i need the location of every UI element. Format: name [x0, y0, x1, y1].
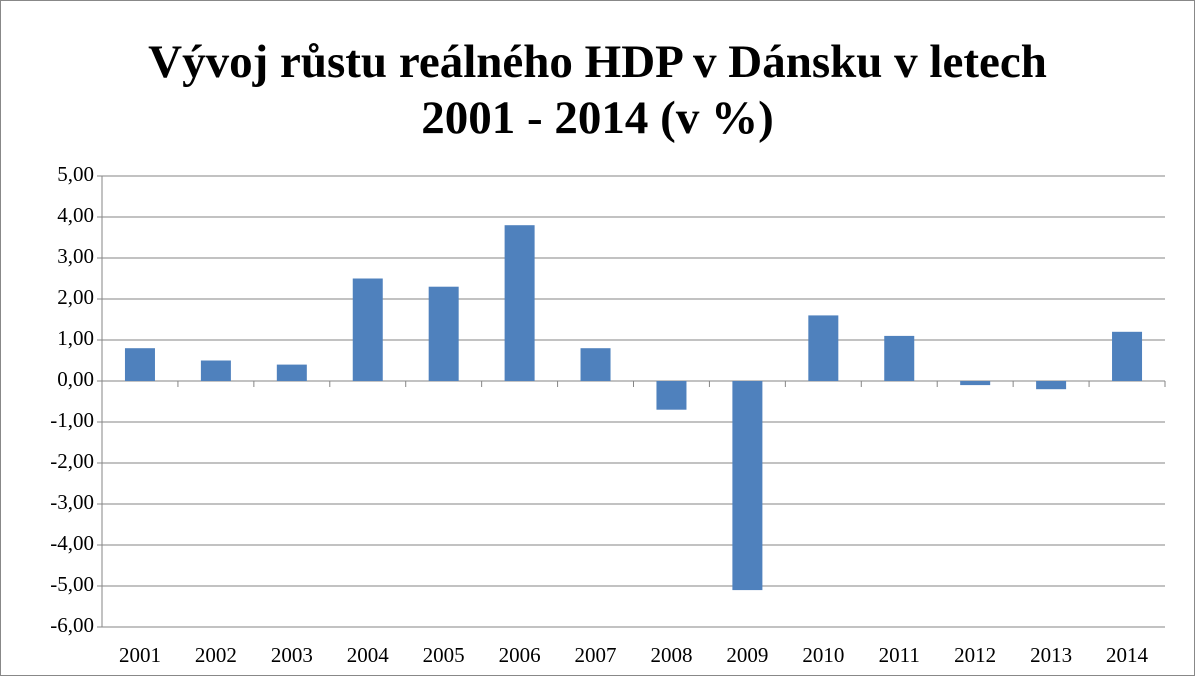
y-tick-label: 0,00 — [57, 367, 94, 391]
y-tick-label: 2,00 — [57, 285, 94, 309]
chart-title: Vývoj růstu reálného HDP v Dánsku v lete… — [148, 36, 1047, 144]
y-tick-label: -3,00 — [50, 490, 94, 514]
x-tick-label: 2005 — [423, 643, 465, 667]
y-tick-label: 5,00 — [57, 162, 94, 186]
x-tick-label: 2002 — [195, 643, 237, 667]
bar — [200, 360, 231, 381]
y-tick-label: 4,00 — [57, 203, 94, 227]
bar — [808, 315, 839, 381]
x-tick-label: 2013 — [1030, 643, 1072, 667]
bar — [1036, 381, 1067, 390]
y-tick-label: 3,00 — [57, 244, 94, 268]
bar — [352, 278, 383, 381]
x-tick-label: 2010 — [802, 643, 844, 667]
x-tick-label: 2014 — [1106, 643, 1149, 667]
bar — [504, 225, 535, 381]
x-tick-label: 2011 — [879, 643, 920, 667]
x-tick-label: 2004 — [347, 643, 390, 667]
y-tick-label: 1,00 — [57, 326, 94, 350]
bar — [884, 335, 915, 381]
x-tick-label: 2007 — [575, 643, 617, 667]
bar — [732, 381, 763, 591]
y-tick-label: -6,00 — [50, 613, 94, 637]
bar — [428, 286, 459, 381]
bar — [276, 364, 307, 381]
y-tick-label: -2,00 — [50, 449, 94, 473]
x-tick-label: 2006 — [499, 643, 541, 667]
bar — [960, 381, 991, 386]
y-tick-label: -5,00 — [50, 572, 94, 596]
bar — [580, 348, 611, 381]
bar — [656, 381, 687, 410]
x-tick-label: 2001 — [119, 643, 161, 667]
bar — [124, 348, 155, 381]
x-tick-label: 2008 — [650, 643, 692, 667]
y-tick-label: -4,00 — [50, 531, 94, 555]
x-tick-label: 2003 — [271, 643, 313, 667]
x-tick-label: 2012 — [954, 643, 996, 667]
bar — [1112, 331, 1143, 381]
y-tick-label: -1,00 — [50, 408, 94, 432]
x-tick-label: 2009 — [726, 643, 768, 667]
